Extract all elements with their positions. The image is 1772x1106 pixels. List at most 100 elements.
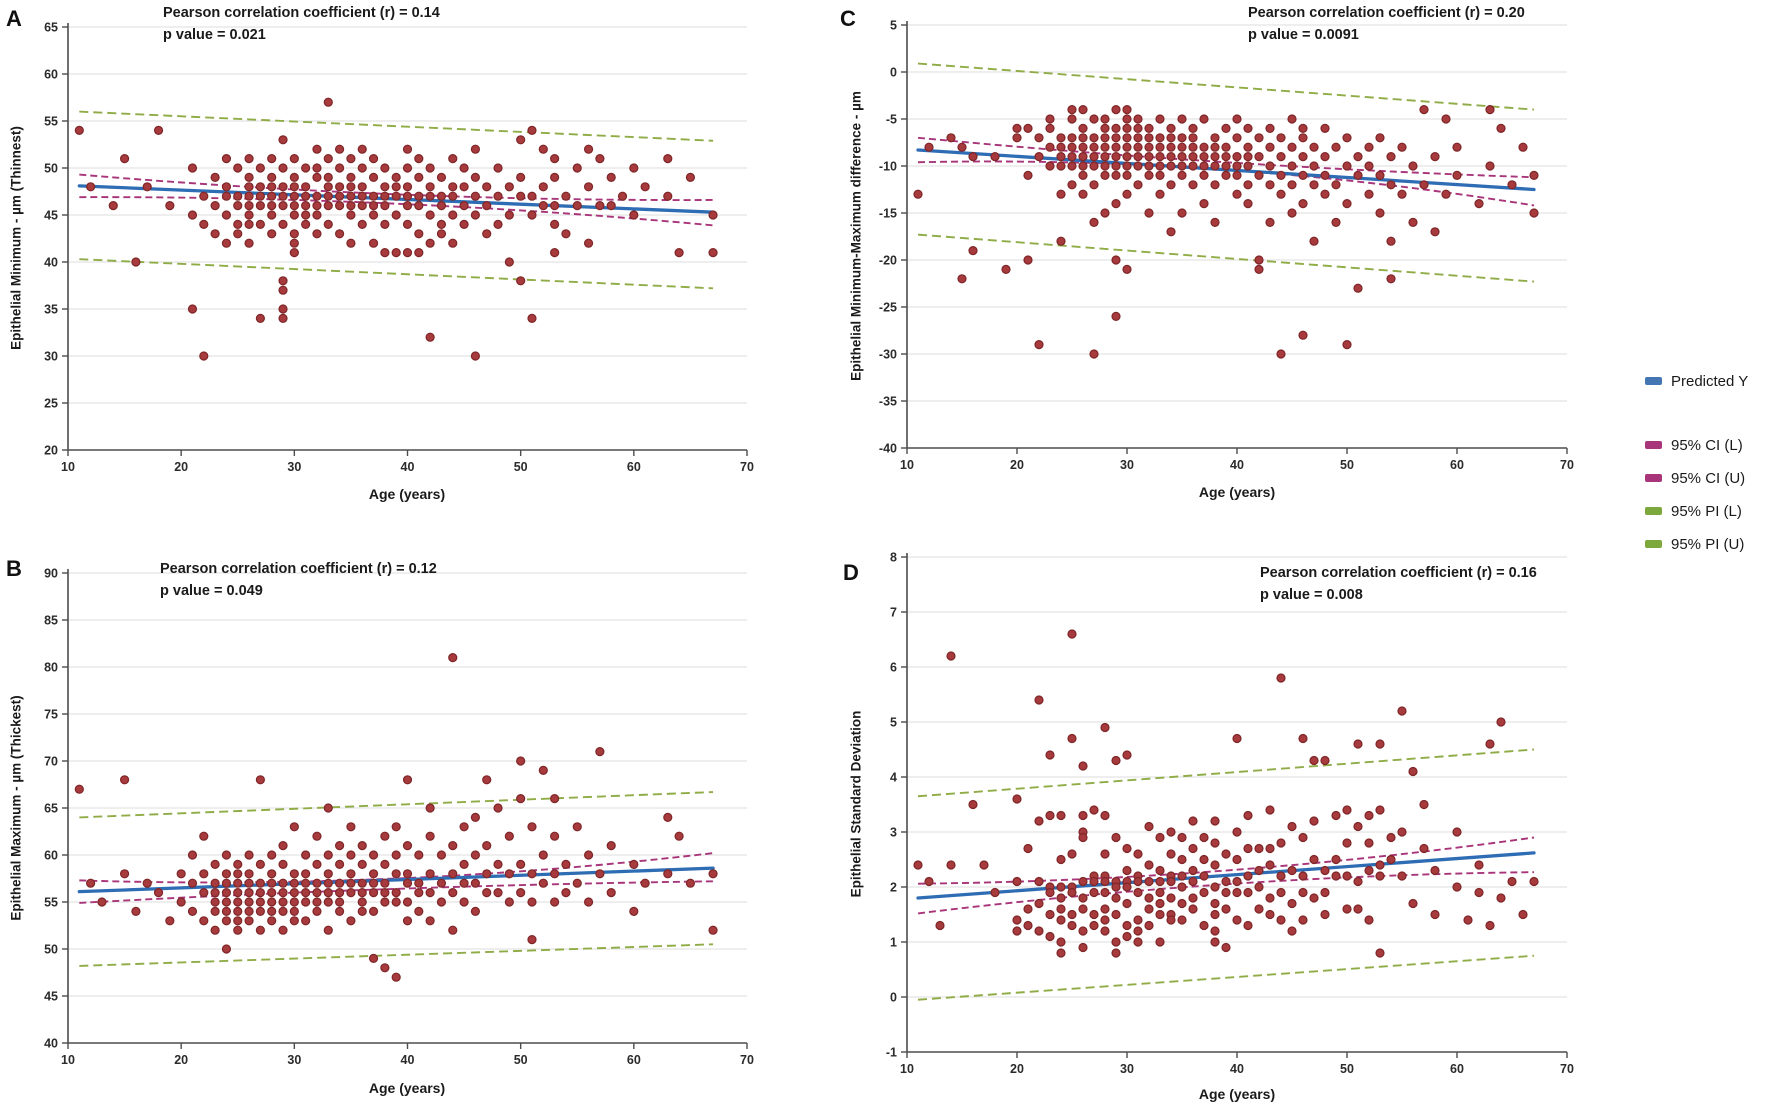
x-tick-label: 40	[401, 1053, 415, 1067]
x-tick-label: 10	[61, 460, 75, 474]
scatter-point	[1210, 909, 1220, 920]
scatter-point	[990, 887, 1000, 898]
scatter-point	[301, 850, 311, 860]
scatter-point	[1133, 161, 1143, 171]
scatter-point	[391, 869, 401, 879]
scatter-point	[210, 229, 220, 239]
scatter-point	[1243, 810, 1253, 821]
scatter-point	[538, 878, 548, 888]
scatter-point	[1474, 887, 1484, 898]
scatter-point	[436, 191, 447, 201]
scatter-point	[1111, 311, 1121, 321]
scatter-point	[278, 182, 288, 192]
scatter-point	[267, 850, 277, 860]
panel-c-x-axis-label: Age (years)	[1198, 484, 1276, 500]
y-tick-label: 8	[890, 551, 897, 565]
panel-b-x-axis-label: Age (years)	[368, 1080, 446, 1096]
panel-c-letter: C	[840, 6, 856, 31]
scatter-point	[267, 897, 277, 907]
scatter-point	[1133, 114, 1143, 124]
scatter-point	[402, 248, 413, 258]
x-tick-label: 50	[514, 1053, 528, 1067]
scatter-point	[436, 897, 447, 907]
scatter-point	[1254, 170, 1264, 180]
scatter-point	[1056, 915, 1066, 925]
scatter-point	[629, 906, 639, 917]
panel-c-y-axis-label: Epithelial Minimum-Maximum difference - …	[848, 91, 864, 381]
scatter-point	[1067, 161, 1077, 171]
scatter-point	[1320, 909, 1330, 920]
scatter-point	[629, 859, 639, 870]
scatter-point	[946, 133, 956, 143]
scatter-point	[1342, 133, 1352, 143]
scatter-point	[538, 765, 548, 776]
legend-label: 95% PI (U)	[1671, 535, 1745, 553]
scatter-point	[550, 793, 560, 804]
scatter-point	[425, 182, 435, 192]
scatter-point	[131, 257, 141, 267]
scatter-point	[1265, 123, 1275, 133]
scatter-point	[1243, 871, 1253, 881]
scatter-point	[595, 201, 605, 211]
scatter-point	[583, 850, 594, 860]
x-tick-label: 10	[900, 1062, 914, 1076]
y-tick-label: 85	[44, 614, 58, 628]
scatter-point	[1518, 909, 1528, 920]
scatter-point	[312, 144, 322, 154]
scatter-point	[1144, 133, 1154, 143]
scatter-point	[1199, 142, 1209, 152]
y-tick-label: 60	[44, 68, 58, 82]
pi-lower-line	[917, 233, 1535, 283]
scatter-point	[1166, 827, 1176, 837]
scatter-point	[255, 897, 265, 907]
scatter-point	[244, 219, 254, 229]
scatter-point	[1276, 152, 1286, 162]
scatter-point	[346, 154, 356, 164]
scatter-point	[278, 859, 288, 870]
scatter-point	[1221, 152, 1231, 162]
ci-upper-line	[917, 836, 1535, 885]
scatter-point	[1353, 283, 1363, 293]
scatter-point	[1221, 942, 1231, 953]
scatter-point	[255, 878, 265, 888]
scatter-point	[425, 803, 435, 813]
scatter-point	[1111, 123, 1121, 133]
scatter-point	[1386, 832, 1396, 843]
scatter-point	[1419, 799, 1429, 810]
scatter-point	[267, 201, 277, 211]
scatter-point	[1232, 189, 1242, 199]
scatter-point	[1056, 142, 1066, 152]
scatter-point	[1342, 199, 1352, 209]
scatter-point	[221, 887, 232, 898]
y-tick-label: -5	[886, 113, 897, 127]
scatter-point	[278, 163, 288, 173]
scatter-point	[335, 163, 345, 173]
ci-upper-swatch-icon	[1645, 474, 1662, 482]
scatter-point	[1353, 170, 1363, 180]
scatter-point	[448, 887, 458, 898]
scatter-point	[470, 878, 480, 888]
scatter-point	[1364, 915, 1374, 925]
x-tick-label: 40	[401, 460, 415, 474]
scatter-point	[380, 248, 390, 258]
scatter-point	[312, 906, 322, 917]
scatter-point	[1375, 133, 1385, 143]
scatter-point	[346, 887, 356, 898]
scatter-point	[1056, 948, 1066, 958]
scatter-point	[640, 878, 650, 888]
scatter-point	[1210, 898, 1220, 909]
scatter-point	[289, 248, 299, 258]
scatter-point	[402, 897, 413, 907]
scatter-point	[1155, 887, 1165, 898]
scatter-point	[1188, 876, 1198, 887]
legend-label: Predicted Y	[1671, 372, 1749, 390]
scatter-point	[527, 822, 537, 832]
scatter-point	[1133, 876, 1143, 887]
scatter-point	[278, 313, 288, 323]
scatter-point	[1045, 161, 1055, 171]
scatter-point	[482, 201, 492, 211]
y-tick-label: 30	[44, 350, 58, 364]
scatter-point	[414, 191, 424, 201]
scatter-point	[346, 850, 356, 860]
scatter-point	[1155, 876, 1165, 887]
